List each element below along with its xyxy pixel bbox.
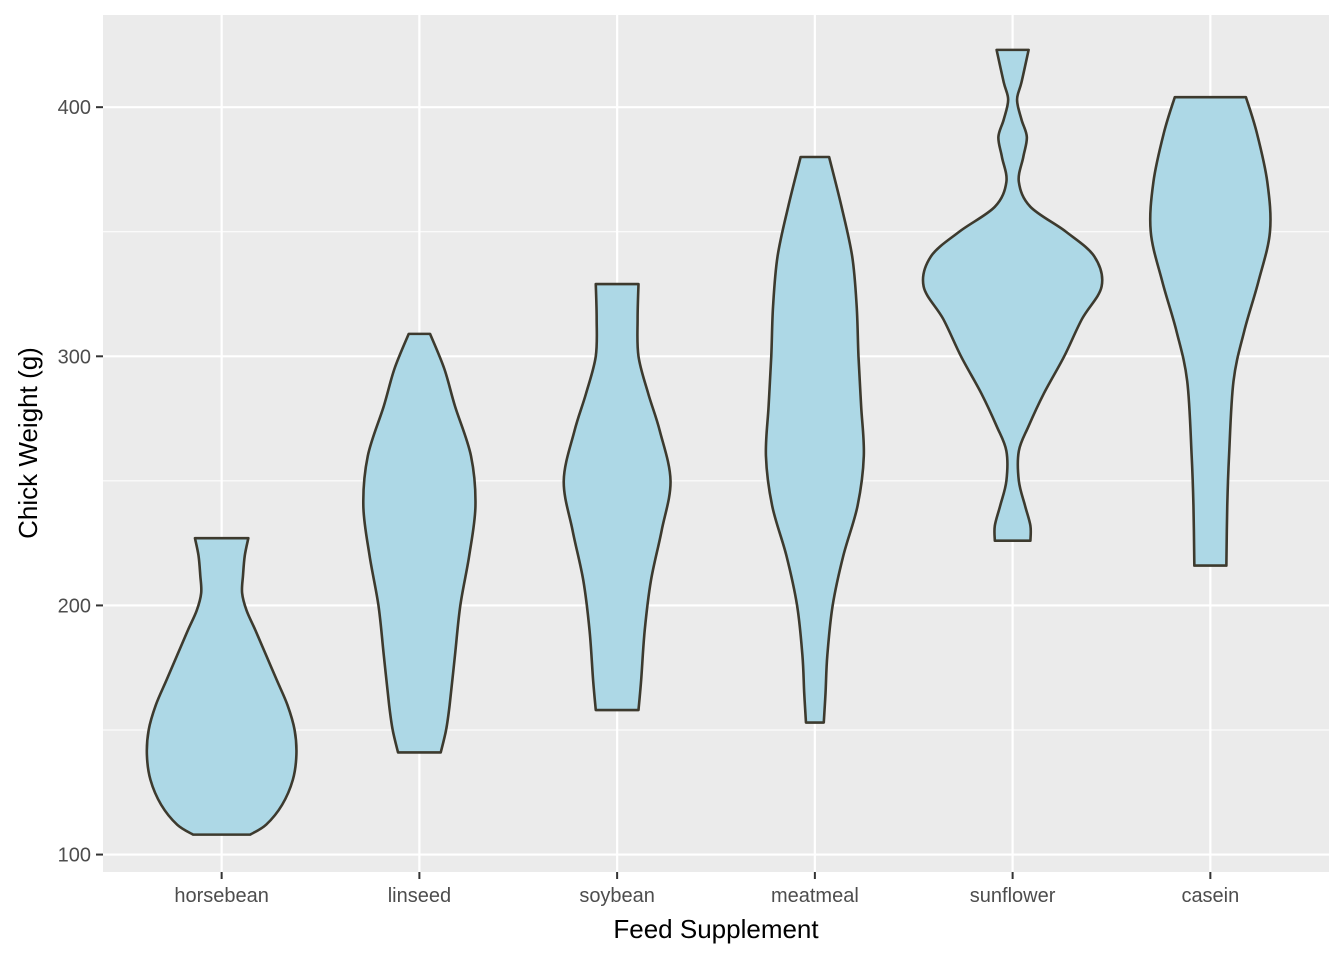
- x-tick-label-linseed: linseed: [388, 885, 451, 907]
- plot-panel: [103, 15, 1329, 872]
- violin-sunflower: [921, 48, 1104, 542]
- x-axis-ticks: horsebean linseed soybean meatmeal sunflower…: [174, 872, 1239, 907]
- violin-soybean: [562, 282, 672, 712]
- x-axis-title: Feed Supplement: [613, 914, 819, 944]
- x-tick-label-casein: casein: [1181, 885, 1239, 907]
- y-tick-label: 200: [58, 595, 91, 617]
- y-axis-ticks: 100 200 300 400: [58, 97, 103, 867]
- y-tick-label: 300: [58, 346, 91, 368]
- y-tick-label: 100: [58, 845, 91, 867]
- x-tick-label-horsebean: horsebean: [174, 885, 269, 907]
- violin-horsebean: [145, 536, 298, 836]
- violin-linseed: [361, 332, 477, 754]
- x-tick-label-sunflower: sunflower: [970, 885, 1056, 907]
- y-tick-label: 400: [58, 97, 91, 119]
- x-tick-label-meatmeal: meatmeal: [771, 885, 859, 907]
- violin-meatmeal: [764, 155, 866, 724]
- x-tick-label-soybean: soybean: [579, 885, 655, 907]
- violin-casein: [1148, 95, 1272, 567]
- minor-gridlines: [103, 231, 1329, 731]
- y-axis-title: Chick Weight (g): [13, 347, 43, 539]
- violin-layer: [145, 48, 1272, 836]
